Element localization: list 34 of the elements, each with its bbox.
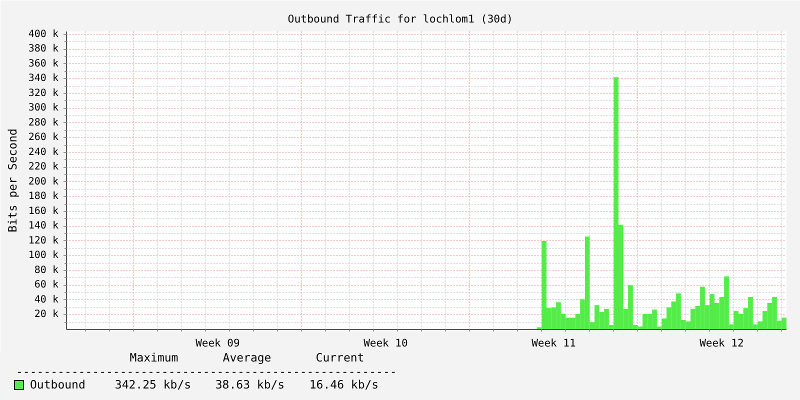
x-tick-label: Week 11 (532, 338, 576, 350)
y-tick-label: 320 k (28, 88, 59, 99)
y-tick-label: 80 k (34, 264, 59, 276)
text: Maximum (130, 351, 178, 364)
y-tick-label: 220 k (28, 162, 59, 173)
chart-title: Outbound Traffic for lochlom1 (30d) (288, 12, 513, 26)
legend-label: Outbound (30, 377, 86, 392)
y-tick-label: 200 k (28, 176, 59, 188)
y-tick-label: 360 k (28, 58, 59, 70)
y-tick-label: 280 k (28, 117, 59, 128)
y-tick-label: 100 k (28, 250, 59, 262)
x-tick-label: Week 09 (196, 338, 240, 350)
y-tick-label: 120 k (28, 235, 59, 246)
y-tick-label: 340 k (28, 73, 59, 84)
y-axis-title: Bits per Second (5, 128, 20, 232)
y-tick-label: 240 k (28, 146, 59, 158)
text: Current (316, 351, 364, 364)
y-tick-label: 400 k (28, 28, 59, 40)
y-tick-label: 20 k (34, 309, 59, 320)
y-tick-label: 300 k (28, 102, 59, 114)
text: Average (222, 351, 272, 364)
y-tick-label: 60 k (34, 280, 59, 291)
y-tick-label: 260 k (28, 132, 59, 144)
y-tick-label: 160 k (28, 206, 59, 217)
text: ------------------------------------------------------- (16, 364, 397, 378)
text: 16.46 kb/s (309, 377, 379, 392)
y-tick-label: 40 k (34, 294, 59, 306)
text: 342.25 kb/s (114, 377, 192, 392)
x-tick-label: Week 12 (700, 338, 744, 350)
text: 38.63 kb/s (215, 377, 285, 392)
y-tick-label: 180 k (28, 191, 59, 202)
x-tick-label: Week 10 (364, 338, 408, 350)
y-tick-label: 380 k (28, 44, 59, 55)
y-tick-label: 140 k (28, 220, 59, 232)
